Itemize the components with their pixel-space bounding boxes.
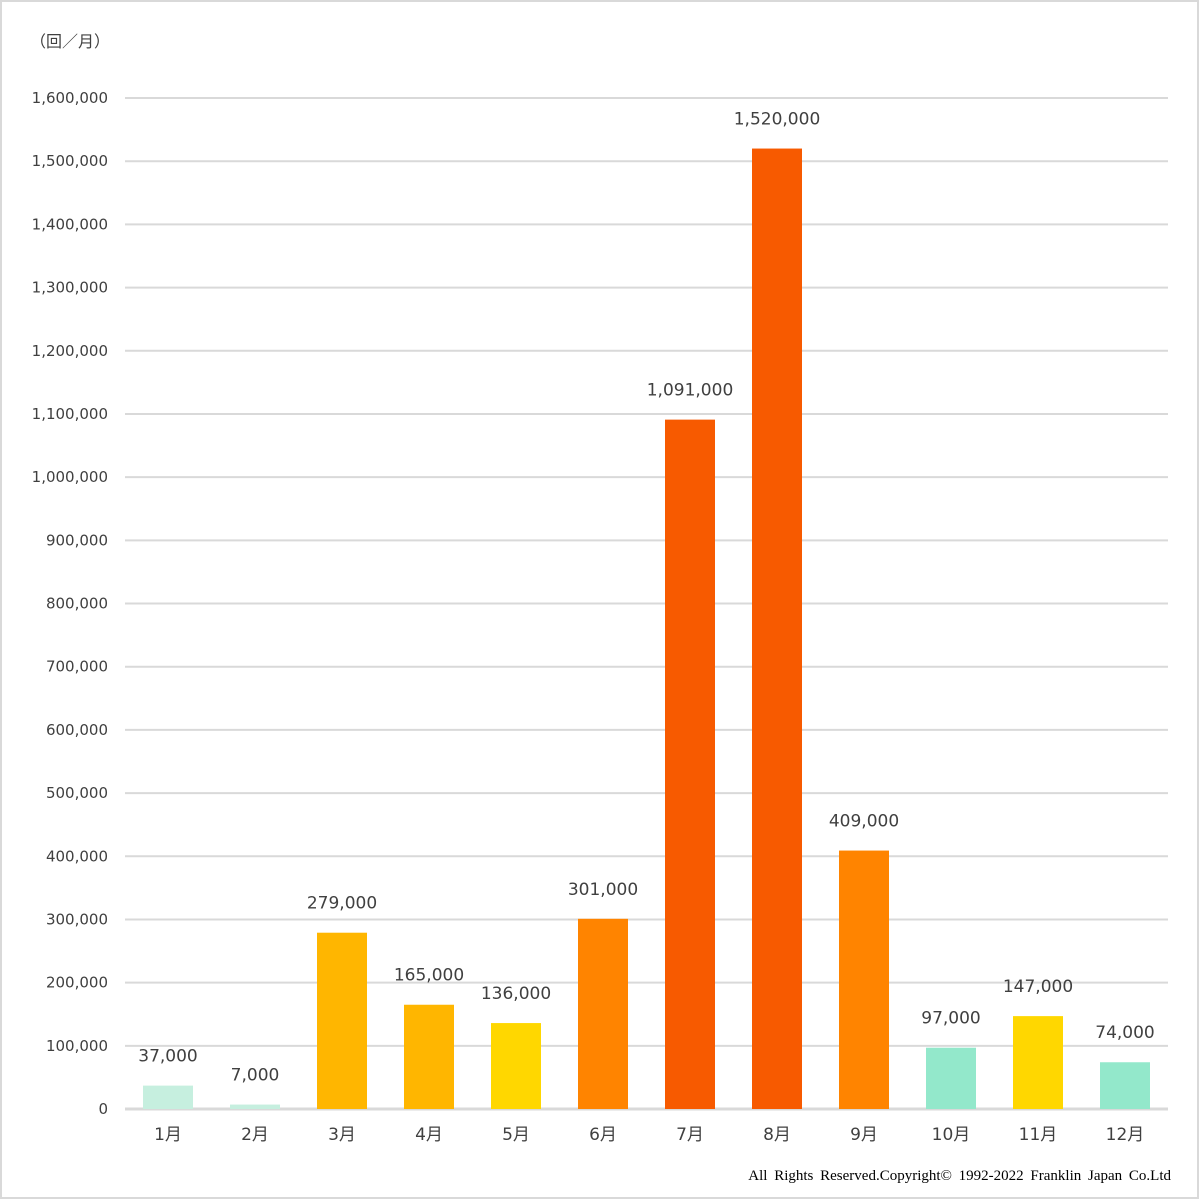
x-tick-label: 5月 [502, 1125, 530, 1145]
y-tick-label: 200,000 [46, 974, 108, 992]
x-tick-label: 10月 [932, 1125, 971, 1145]
bar [404, 1004, 454, 1109]
y-tick-label: 900,000 [46, 531, 108, 549]
unit-label: （回／月） [30, 32, 110, 51]
y-tick-label: 300,000 [46, 910, 108, 928]
data-label: 37,000 [138, 1047, 197, 1067]
data-label: 147,000 [1003, 977, 1073, 997]
data-label: 7,000 [231, 1066, 280, 1086]
copyright-text: All Rights Reserved.Copyright© 1992-2022… [748, 1168, 1171, 1184]
y-tick-label: 1,600,000 [32, 89, 108, 107]
x-tick-label: 12月 [1106, 1125, 1145, 1145]
y-tick-label: 800,000 [46, 595, 108, 613]
y-tick-label: 400,000 [46, 847, 108, 865]
x-tick-label: 8月 [763, 1125, 791, 1145]
bar [230, 1104, 280, 1109]
x-tick-label: 6月 [589, 1125, 617, 1145]
x-tick-label: 3月 [328, 1125, 356, 1145]
data-label: 1,520,000 [734, 110, 821, 130]
bar [752, 148, 802, 1110]
y-tick-label: 600,000 [46, 721, 108, 739]
y-tick-label: 1,400,000 [32, 215, 108, 233]
x-tick-label: 1月 [154, 1125, 182, 1145]
bar [926, 1047, 976, 1109]
x-tick-label: 4月 [415, 1125, 443, 1145]
x-tick-label: 2月 [241, 1125, 269, 1145]
x-tick-label: 7月 [676, 1125, 704, 1145]
y-tick-label: 100,000 [46, 1037, 108, 1055]
data-label: 165,000 [394, 966, 464, 986]
data-label: 301,000 [568, 880, 638, 900]
y-tick-label: 1,200,000 [32, 342, 108, 360]
data-label: 74,000 [1095, 1023, 1154, 1043]
bar [317, 932, 367, 1109]
bar [1100, 1062, 1150, 1109]
y-tick-label: 700,000 [46, 658, 108, 676]
bar [665, 419, 715, 1109]
bar [491, 1023, 541, 1109]
y-tick-label: 0 [98, 1100, 108, 1118]
data-label: 136,000 [481, 984, 551, 1004]
y-tick-label: 1,300,000 [32, 279, 108, 297]
bar [839, 850, 889, 1109]
data-label: 279,000 [307, 894, 377, 914]
y-tick-label: 1,100,000 [32, 405, 108, 423]
bar [1013, 1016, 1063, 1109]
y-tick-label: 500,000 [46, 784, 108, 802]
x-tick-label: 9月 [850, 1125, 878, 1145]
bar [578, 918, 628, 1109]
bar [143, 1085, 193, 1109]
data-label: 1,091,000 [647, 381, 734, 401]
data-label: 409,000 [829, 812, 899, 832]
y-tick-label: 1,500,000 [32, 152, 108, 170]
y-tick-label: 1,000,000 [32, 468, 108, 486]
data-label: 97,000 [921, 1009, 980, 1029]
x-tick-label: 11月 [1019, 1125, 1058, 1145]
